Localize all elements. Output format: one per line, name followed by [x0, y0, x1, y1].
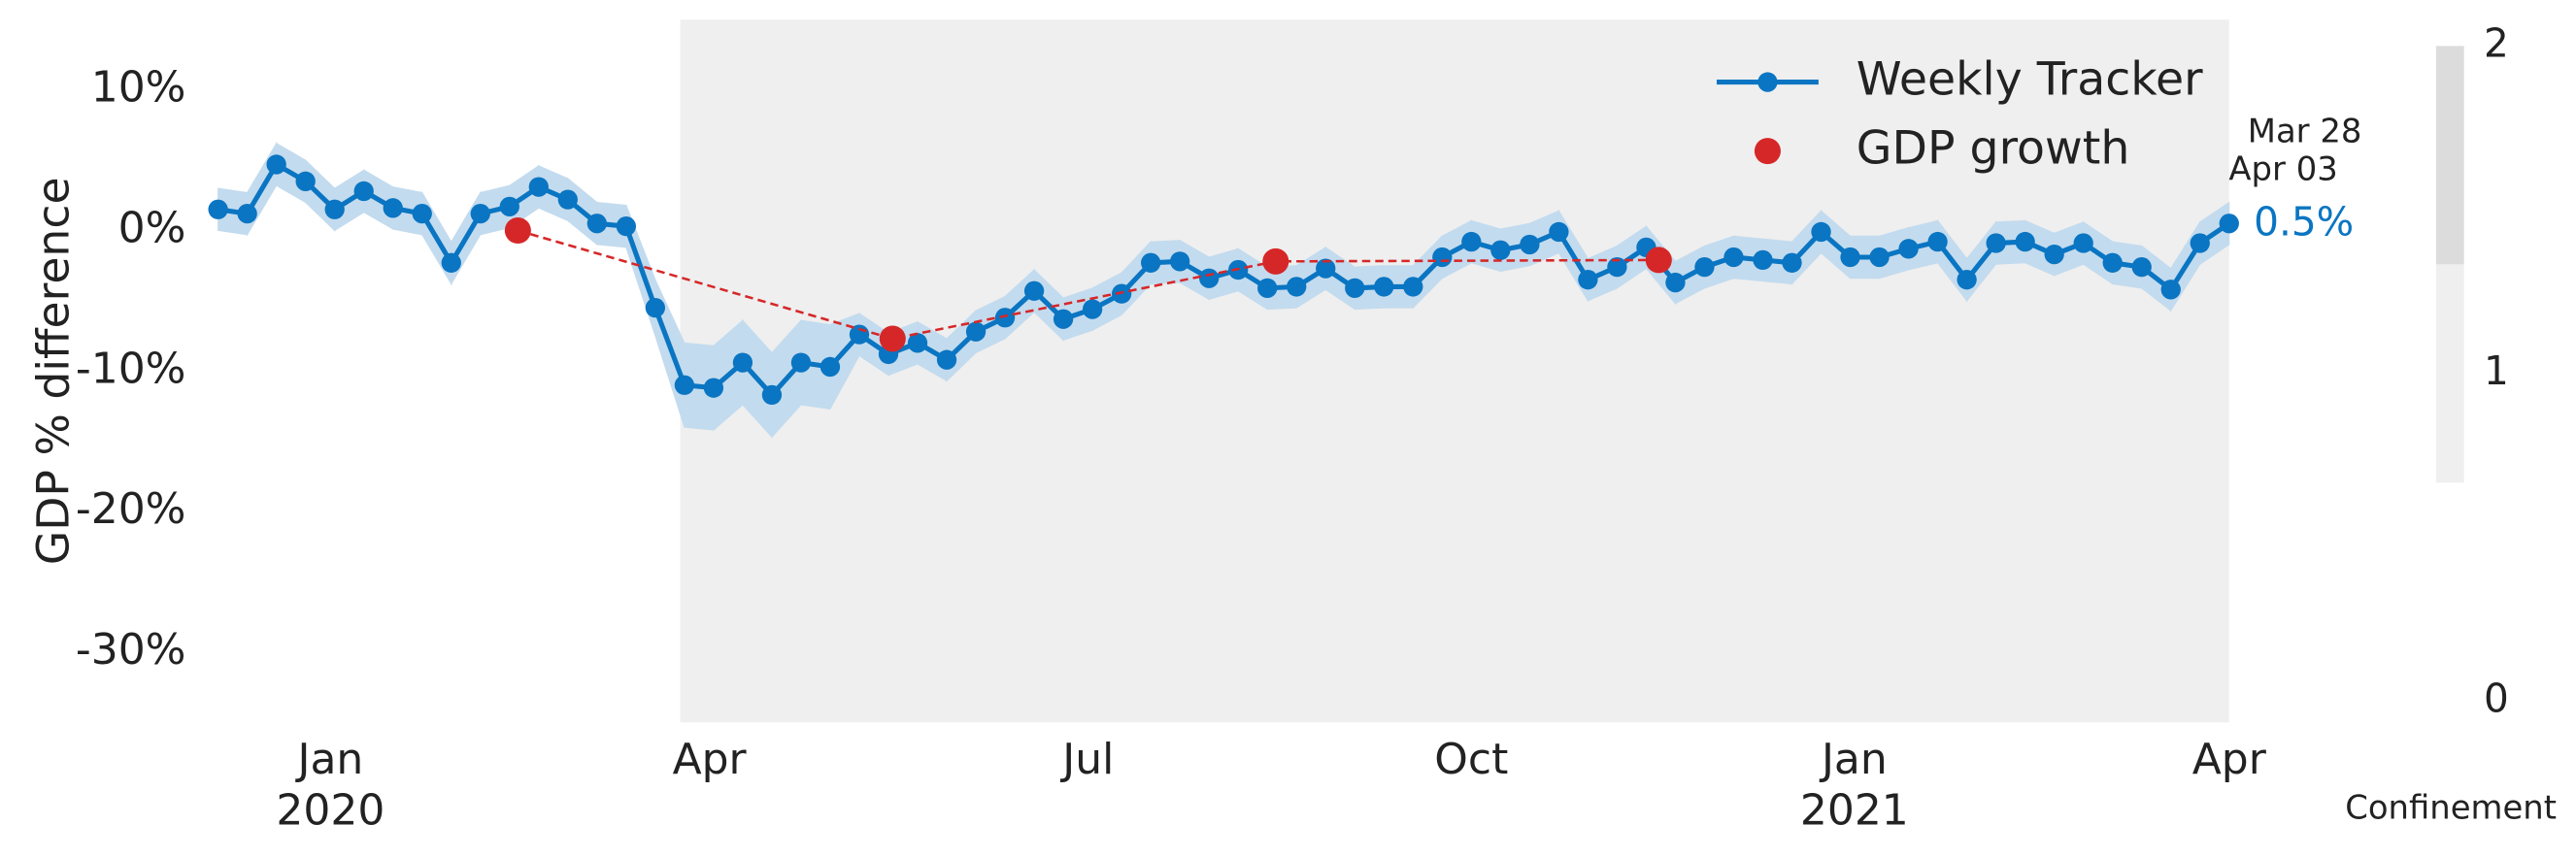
series-marker: [208, 199, 228, 219]
series-marker: [470, 203, 490, 224]
x-tick-label: Apr: [2192, 735, 2267, 784]
series-marker: [1257, 278, 1278, 299]
series-marker: [266, 154, 286, 175]
series-marker: [1490, 240, 1511, 260]
series-marker: [965, 321, 987, 342]
series-marker: [1694, 256, 1715, 278]
series-marker: [1898, 239, 1919, 259]
series-marker: [383, 198, 403, 218]
legend-marker: [1754, 138, 1781, 165]
colorbar-segment: [2435, 482, 2464, 702]
gdp-point: [1645, 247, 1672, 274]
series-marker: [2131, 256, 2152, 278]
series-marker: [499, 196, 519, 217]
series-marker: [295, 171, 316, 191]
colorbar-tick-label: 2: [2484, 19, 2509, 66]
series-marker: [1023, 280, 1045, 301]
series-marker: [528, 177, 549, 197]
y-tick-label: 0%: [118, 203, 186, 252]
legend-label: GDP growth: [1857, 122, 2130, 176]
series-marker: [1957, 270, 1977, 290]
series-marker: [237, 203, 257, 224]
gdp-point: [879, 325, 906, 352]
series-marker: [1170, 251, 1190, 272]
series-marker: [1811, 221, 1831, 243]
series-marker: [1782, 252, 1802, 273]
series-marker: [1461, 231, 1482, 252]
series-marker: [616, 216, 637, 237]
series-marker: [1082, 299, 1103, 319]
series-marker: [907, 333, 928, 353]
series-marker: [1927, 231, 1948, 252]
series-line: [217, 160, 2231, 399]
series-marker: [1665, 272, 1686, 293]
series-marker: [1607, 256, 1627, 278]
series-marker: [1753, 249, 1773, 271]
series-marker: [412, 203, 432, 224]
series-marker: [1374, 277, 1394, 297]
colorbar-label: Confinement: [2345, 788, 2557, 826]
series-marker: [1287, 277, 1307, 297]
series-marker: [2044, 244, 2064, 265]
x-tick-label: Jul: [1059, 735, 1114, 784]
series-marker: [820, 356, 841, 378]
x-tick-label: Apr: [673, 735, 748, 784]
series-marker: [1986, 233, 2006, 253]
series-marker: [2015, 231, 2035, 252]
series-marker: [790, 352, 812, 373]
series-marker: [1199, 268, 1220, 288]
series-marker: [761, 384, 783, 406]
series-marker: [1316, 258, 1336, 279]
series-marker: [2102, 252, 2123, 273]
y-tick-label: -30%: [76, 625, 186, 675]
series-marker: [645, 297, 666, 318]
x-tick-label: Jan 2020: [276, 735, 385, 835]
y-tick-label: -10%: [76, 344, 186, 393]
colorbar-segment: [2435, 264, 2464, 483]
series-marker: [1345, 278, 1365, 299]
legend-label: Weekly Tracker: [1857, 53, 2203, 107]
gdp-point: [504, 216, 531, 245]
gdp-point: [1262, 247, 1289, 275]
annotation: Mar 28: [2248, 113, 2362, 150]
series-marker: [936, 349, 957, 370]
series-marker: [1520, 234, 1540, 255]
x-tick-label: Jan 2021: [1800, 735, 1909, 835]
y-tick-label: 10%: [91, 63, 186, 113]
plot-layer: -30% -20% -10% 0% 10% Jan 2020 Apr Jul Oct Jan 2021…: [76, 19, 2509, 835]
gdp-link: [518, 229, 1659, 341]
series-marker: [1549, 221, 1569, 243]
y-tick-label: -20%: [76, 484, 186, 534]
legend-marker: [1757, 72, 1778, 92]
series-marker: [1141, 252, 1161, 273]
series-marker: [2190, 233, 2210, 253]
x-tick-label: Oct: [1434, 735, 1508, 784]
series-marker: [586, 214, 607, 234]
series-marker: [994, 308, 1016, 328]
series-marker: [1869, 247, 1890, 268]
series-marker: [441, 252, 461, 273]
series-marker: [732, 352, 753, 373]
series-marker: [2160, 280, 2181, 300]
series-marker: [1840, 247, 1860, 268]
end-label: 0.5%: [2254, 199, 2354, 246]
series-marker: [1053, 309, 1074, 329]
series-marker: [557, 189, 578, 210]
series-marker: [324, 199, 345, 219]
series-marker: [1403, 277, 1423, 297]
y-axis-label: GDP % difference: [27, 177, 79, 565]
colorbar-segment: [2435, 46, 2464, 265]
series-marker: [2073, 233, 2093, 253]
series-marker: [1723, 247, 1744, 268]
annotation: Apr 03: [2228, 149, 2337, 187]
series-marker: [674, 375, 695, 395]
series-marker: [353, 181, 374, 202]
series-marker: [1578, 270, 1598, 290]
colorbar-tick-label: 1: [2484, 347, 2509, 394]
series-marker: [1432, 247, 1453, 268]
series-marker: [2219, 214, 2239, 234]
series-marker: [703, 378, 724, 398]
colorbar-tick-label: 0: [2484, 675, 2509, 721]
